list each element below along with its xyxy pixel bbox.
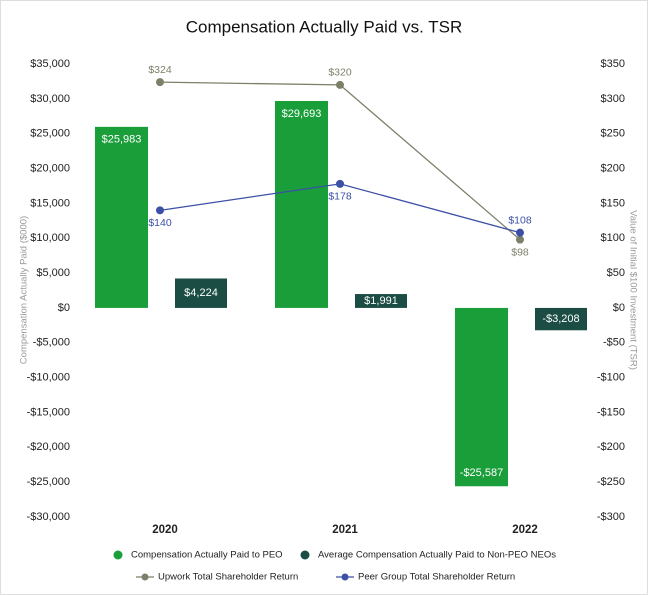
y-tick-label: -$15,000 <box>27 406 70 418</box>
y-tick-label: -$10,000 <box>27 372 70 384</box>
bar <box>535 307 587 331</box>
line-label: $108 <box>508 214 532 226</box>
y-tick-label: $0 <box>58 302 70 314</box>
legend-marker <box>141 573 149 581</box>
bar-label: $1,991 <box>364 295 398 307</box>
point <box>336 80 344 89</box>
legend-marker <box>341 573 349 581</box>
point <box>516 235 524 244</box>
legend-label: Peer Group Total Shareholder Return <box>358 572 515 583</box>
y-tick-label: $5,000 <box>36 267 70 279</box>
y-tick-label: -$30,000 <box>27 511 70 523</box>
point <box>336 179 344 188</box>
y2-tick-label: $50 <box>607 267 625 279</box>
bar <box>455 307 508 487</box>
y-tick-label: -$25,000 <box>27 476 70 488</box>
y-axis-title: Compensation Actually Paid ($000) <box>19 216 30 364</box>
line-label: $140 <box>148 217 172 229</box>
bar <box>95 126 148 308</box>
y-tick-label: -$20,000 <box>27 441 70 453</box>
y2-axis-title: Value of Initial $100 Investment (TSR) <box>627 210 638 370</box>
chart-title: Compensation Actually Paid vs. TSR <box>186 17 463 36</box>
y-tick-label: $30,000 <box>30 93 70 105</box>
y2-tick-label: $200 <box>601 162 625 174</box>
legend-label: Upwork Total Shareholder Return <box>158 572 298 583</box>
point <box>156 78 164 87</box>
legend-label: Compensation Actually Paid to PEO <box>131 550 283 561</box>
y2-tick-label: -$50 <box>603 337 625 349</box>
bar-label: $29,693 <box>282 108 322 120</box>
bar-label: $25,983 <box>102 134 142 146</box>
y2-tick-label: $300 <box>601 93 625 105</box>
legend-marker <box>113 550 123 560</box>
bar <box>175 278 227 308</box>
bar-label: -$25,587 <box>460 467 503 479</box>
y-tick-label: -$5,000 <box>33 337 70 349</box>
y2-tick-label: -$150 <box>597 406 625 418</box>
legend-marker <box>300 550 310 560</box>
y2-tick-label: $100 <box>601 232 625 244</box>
bar <box>355 294 407 308</box>
y2-tick-label: -$200 <box>597 441 625 453</box>
y-tick-label: $35,000 <box>30 58 70 70</box>
y2-tick-label: $150 <box>601 197 625 209</box>
y-tick-label: $25,000 <box>30 128 70 140</box>
line-label: $98 <box>511 246 529 258</box>
y-tick-label: $20,000 <box>30 162 70 174</box>
line-label: $320 <box>328 67 352 79</box>
bar-label: $4,224 <box>184 287 218 299</box>
y-tick-label: $10,000 <box>30 232 70 244</box>
line-label: $324 <box>148 64 172 76</box>
x-tick-label: 2020 <box>152 524 178 536</box>
y2-tick-label: $350 <box>601 58 625 70</box>
y2-tick-label: $0 <box>613 302 625 314</box>
x-tick-label: 2021 <box>332 524 358 536</box>
y-tick-label: $15,000 <box>30 197 70 209</box>
bar-label: -$3,208 <box>542 313 579 325</box>
y2-tick-label: -$250 <box>597 476 625 488</box>
y2-tick-label: -$100 <box>597 372 625 384</box>
x-tick-label: 2022 <box>512 524 538 536</box>
legend-label: Average Compensation Actually Paid to No… <box>318 550 556 561</box>
point <box>516 228 524 237</box>
y2-tick-label: $250 <box>601 128 625 140</box>
point <box>156 206 164 215</box>
y2-tick-label: -$300 <box>597 511 625 523</box>
bar <box>275 100 328 308</box>
line-label: $178 <box>328 191 352 203</box>
